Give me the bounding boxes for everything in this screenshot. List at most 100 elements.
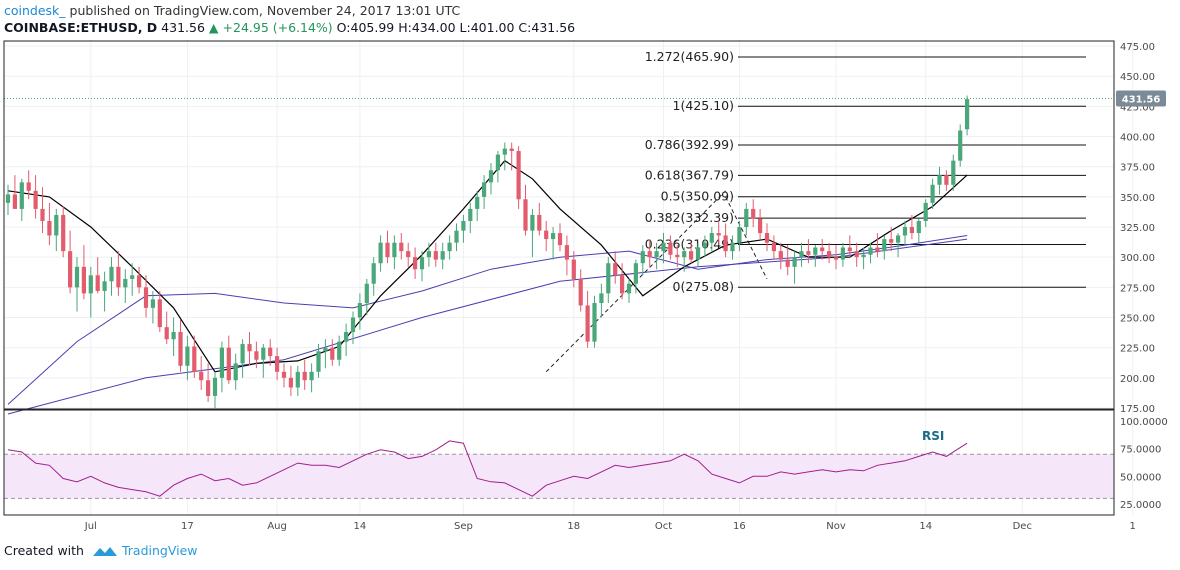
- candle-body: [571, 259, 576, 279]
- candle-body: [564, 245, 569, 260]
- price-tick-label: 250.00: [1120, 314, 1155, 325]
- candle-body: [468, 208, 473, 221]
- candle-body: [778, 251, 783, 260]
- candle-body: [33, 190, 38, 209]
- candle-body: [930, 184, 935, 203]
- candle-body: [275, 356, 280, 372]
- candle-body: [206, 380, 211, 396]
- candle-body: [454, 230, 459, 243]
- candle-body: [102, 281, 107, 291]
- tradingview-link[interactable]: TradingView: [121, 543, 198, 558]
- candle-body: [847, 247, 852, 252]
- candle-body: [482, 182, 487, 197]
- candle-body: [523, 199, 528, 231]
- candle-body: [288, 377, 293, 388]
- price-tick-label: 425.00: [1120, 102, 1155, 113]
- candle-body: [544, 230, 549, 240]
- candle-body: [81, 266, 86, 294]
- candle-body: [647, 251, 652, 258]
- candle-body: [385, 242, 390, 258]
- chart-area[interactable]: 1.272(465.90) 1(425.10) 0.786(392.99) 0.618…: [0, 40, 1180, 540]
- time-tick-label: Dec: [1013, 521, 1032, 532]
- candle-body: [406, 251, 411, 258]
- candle-body: [26, 182, 31, 191]
- candle-body: [578, 278, 583, 306]
- publish-line: coindesk_ published on TradingView.com, …: [4, 2, 575, 19]
- candle-body: [833, 257, 839, 260]
- sma-10-line: [7, 159, 968, 373]
- candle-body: [109, 266, 114, 282]
- candle-body: [495, 154, 500, 171]
- candle-body: [88, 275, 93, 294]
- candle-body: [827, 251, 832, 258]
- candle-body: [965, 99, 970, 130]
- candle-body: [923, 202, 928, 221]
- candle-body: [702, 242, 707, 248]
- time-tick-label: 14: [354, 521, 367, 532]
- candle-body: [861, 254, 866, 258]
- candle-body: [233, 363, 238, 381]
- candle-body: [268, 347, 273, 357]
- last-price: 431.56: [161, 20, 205, 35]
- candle-body: [413, 257, 418, 270]
- candle-body: [185, 346, 190, 366]
- candle-body: [433, 251, 438, 260]
- candle-body: [337, 341, 342, 360]
- candle-body: [516, 151, 521, 200]
- candle-body: [792, 257, 797, 267]
- author-link[interactable]: coindesk_: [4, 3, 66, 18]
- candle-body: [640, 251, 645, 264]
- candle-body: [247, 344, 252, 352]
- candle-body: [509, 148, 514, 152]
- candle-body: [95, 275, 100, 291]
- candle-body: [613, 263, 618, 276]
- candle-body: [530, 214, 535, 231]
- rsi-line: [7, 440, 968, 497]
- candle-body: [854, 251, 859, 258]
- candle-body: [240, 344, 245, 364]
- price-tick-label: 450.00: [1120, 72, 1155, 83]
- candle-body: [316, 351, 321, 372]
- candle-body: [178, 331, 183, 366]
- price-tick-label: 375.00: [1120, 163, 1155, 174]
- fib-level-label: 0(275.08): [673, 279, 734, 294]
- candle-body: [606, 263, 611, 294]
- candle-body: [909, 227, 914, 234]
- candle-body: [440, 251, 445, 260]
- candle-body: [130, 275, 135, 279]
- rsi-pane[interactable]: RSI: [4, 429, 1114, 499]
- candle-body: [281, 371, 287, 378]
- symbol-label[interactable]: COINBASE:ETHUSD, D: [4, 20, 158, 35]
- candle-body: [758, 218, 763, 234]
- candle-body: [371, 263, 376, 284]
- fib-level-label: 1(425.10): [673, 98, 734, 113]
- candle-body: [661, 242, 666, 252]
- price-pane[interactable]: 1.272(465.90) 1(425.10) 0.786(392.99) 0.618…: [4, 49, 1114, 415]
- time-tick-label: Aug: [267, 521, 287, 532]
- candle-body: [68, 251, 73, 288]
- candle-body: [868, 247, 873, 255]
- candle-body: [958, 130, 963, 161]
- rsi-tick-label: 75.0000: [1120, 445, 1161, 456]
- candle-body: [254, 351, 259, 360]
- candle-body: [944, 175, 949, 185]
- candle-body: [199, 371, 204, 381]
- candle-body: [5, 194, 11, 203]
- candle-body: [654, 251, 659, 258]
- candle-body: [116, 266, 121, 288]
- price-tick-label: 200.00: [1120, 374, 1155, 385]
- candle-body: [585, 305, 590, 342]
- candle-body: [12, 194, 17, 209]
- price-tick-label: 175.00: [1120, 404, 1155, 415]
- fib-retrace-line: [725, 196, 768, 280]
- candle-body: [764, 233, 770, 243]
- tradingview-logo-icon: [92, 546, 117, 556]
- candle-body: [840, 247, 845, 260]
- candle-body: [447, 242, 452, 252]
- candle-body: [364, 283, 369, 304]
- candle-body: [302, 371, 307, 381]
- candle-body: [689, 251, 694, 260]
- time-tick-label: Nov: [826, 521, 846, 532]
- candle-body: [592, 303, 597, 342]
- candle-body: [951, 160, 956, 185]
